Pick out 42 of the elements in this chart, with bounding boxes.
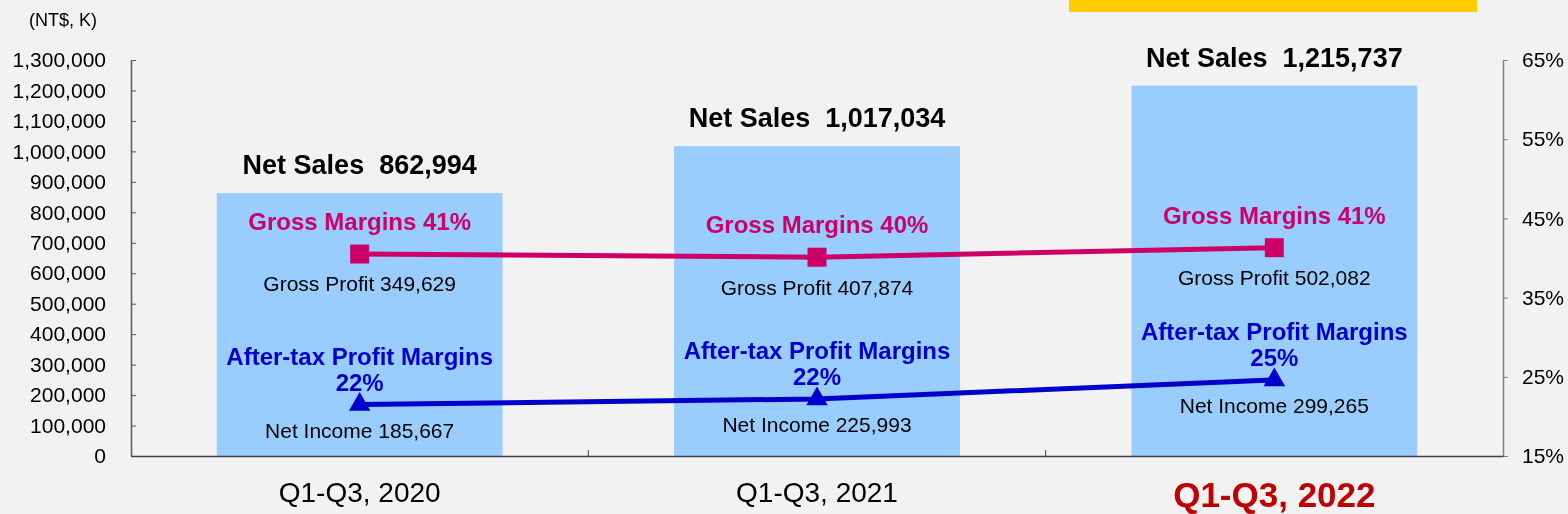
data-label: Net Sales 862,994	[242, 150, 477, 181]
data-label: Gross Margins 40%	[705, 211, 929, 239]
bar	[1131, 85, 1418, 456]
y2-tick-label: 45%	[1522, 206, 1565, 230]
annotation: Gross Profit 407,874	[720, 275, 914, 299]
y-tick-label: 500,000	[30, 291, 106, 315]
y-tick-label: 100,000	[30, 413, 106, 437]
data-label: Gross Margins 41%	[248, 208, 472, 236]
y2-tick-label: 25%	[1522, 365, 1565, 389]
y-tick-label: 800,000	[30, 200, 106, 224]
y-tick-label: 600,000	[30, 261, 106, 285]
y-tick-label: 700,000	[30, 230, 106, 254]
y-axis-title: (NT$, K)	[28, 10, 98, 30]
data-label: After-tax Profit Margins 22%	[683, 336, 951, 390]
x-tick-label: Q1-Q3, 2020	[278, 477, 441, 508]
bar	[216, 193, 503, 456]
annotation: Net Income 225,993	[722, 413, 912, 437]
data-label: Net Sales 1,017,034	[688, 103, 946, 134]
data-label: Net Sales 1,215,737	[1145, 42, 1403, 73]
y2-tick-label: 15%	[1522, 444, 1565, 468]
y2-tick-label: 55%	[1522, 127, 1565, 151]
annotation: Net Income 185,667	[265, 418, 455, 442]
data-label: After-tax Profit Margins 25%	[1140, 317, 1408, 371]
y-tick-label: 400,000	[30, 322, 106, 346]
annotation: Gross Profit 349,629	[263, 272, 456, 296]
x-tick-label: Q1-Q3, 2021	[736, 477, 898, 508]
y-tick-label: 1,000,000	[12, 139, 106, 163]
x-tick-label: Q1-Q3, 2022	[1173, 475, 1376, 514]
y-tick-label: 1,300,000	[12, 48, 106, 72]
annotation: Net Income 299,265	[1179, 394, 1369, 418]
y-tick-label: 300,000	[30, 352, 106, 376]
bar	[674, 146, 960, 456]
y-tick-label: 1,200,000	[12, 78, 106, 102]
y-tick-label: 200,000	[30, 383, 106, 407]
annotation: Gross Profit 502,082	[1178, 266, 1371, 290]
data-label: After-tax Profit Margins 22%	[226, 342, 494, 396]
y-tick-label: 1,100,000	[12, 109, 106, 133]
data-label: Gross Margins 41%	[1162, 201, 1386, 229]
y2-tick-label: 65%	[1522, 48, 1565, 72]
y2-tick-label: 35%	[1522, 285, 1565, 309]
y-tick-label: 0	[94, 444, 106, 468]
y-tick-label: 900,000	[30, 170, 106, 194]
